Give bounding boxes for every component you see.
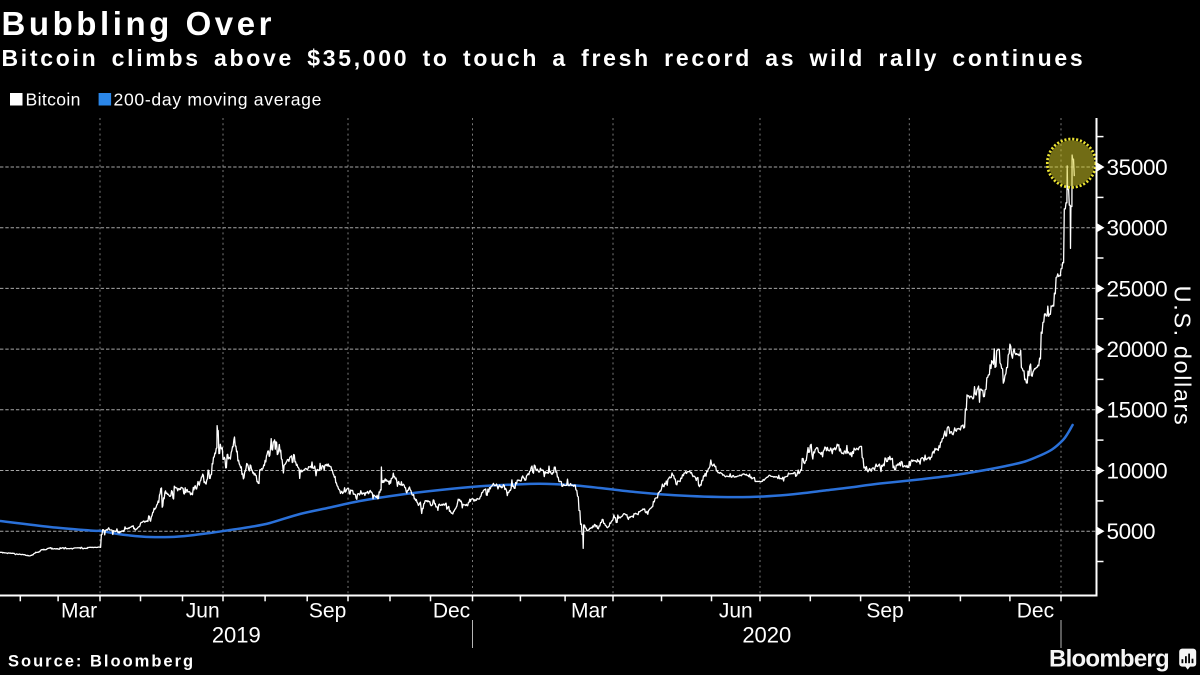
svg-text:Dec: Dec bbox=[1017, 600, 1054, 623]
svg-text:Mar: Mar bbox=[571, 600, 607, 623]
svg-text:25000: 25000 bbox=[1107, 276, 1168, 301]
svg-text:Bubbling Over: Bubbling Over bbox=[2, 5, 276, 42]
svg-text:Jun: Jun bbox=[719, 600, 753, 623]
svg-text:35000: 35000 bbox=[1107, 155, 1168, 180]
svg-text:U.S. dollars: U.S. dollars bbox=[1170, 286, 1196, 427]
svg-text:Source: Bloomberg: Source: Bloomberg bbox=[8, 652, 195, 670]
svg-text:200-day moving average: 200-day moving average bbox=[114, 90, 323, 110]
svg-text:10000: 10000 bbox=[1107, 458, 1168, 483]
svg-text:Sep: Sep bbox=[309, 600, 346, 623]
svg-text:Mar: Mar bbox=[61, 600, 97, 623]
svg-text:15000: 15000 bbox=[1107, 398, 1168, 423]
svg-text:30000: 30000 bbox=[1107, 216, 1168, 241]
svg-text:Bitcoin climbs above $35,000 t: Bitcoin climbs above $35,000 to touch a … bbox=[2, 45, 1086, 71]
svg-text:2020: 2020 bbox=[742, 622, 791, 647]
svg-text:5000: 5000 bbox=[1107, 519, 1156, 544]
svg-text:Dec: Dec bbox=[433, 600, 470, 623]
svg-text:2019: 2019 bbox=[212, 622, 261, 647]
svg-text:Jun: Jun bbox=[186, 600, 220, 623]
svg-text:Bloomberg: Bloomberg bbox=[1049, 646, 1169, 673]
svg-text:Bitcoin: Bitcoin bbox=[26, 90, 81, 110]
svg-text:Sep: Sep bbox=[866, 600, 903, 623]
svg-text:20000: 20000 bbox=[1107, 337, 1168, 362]
